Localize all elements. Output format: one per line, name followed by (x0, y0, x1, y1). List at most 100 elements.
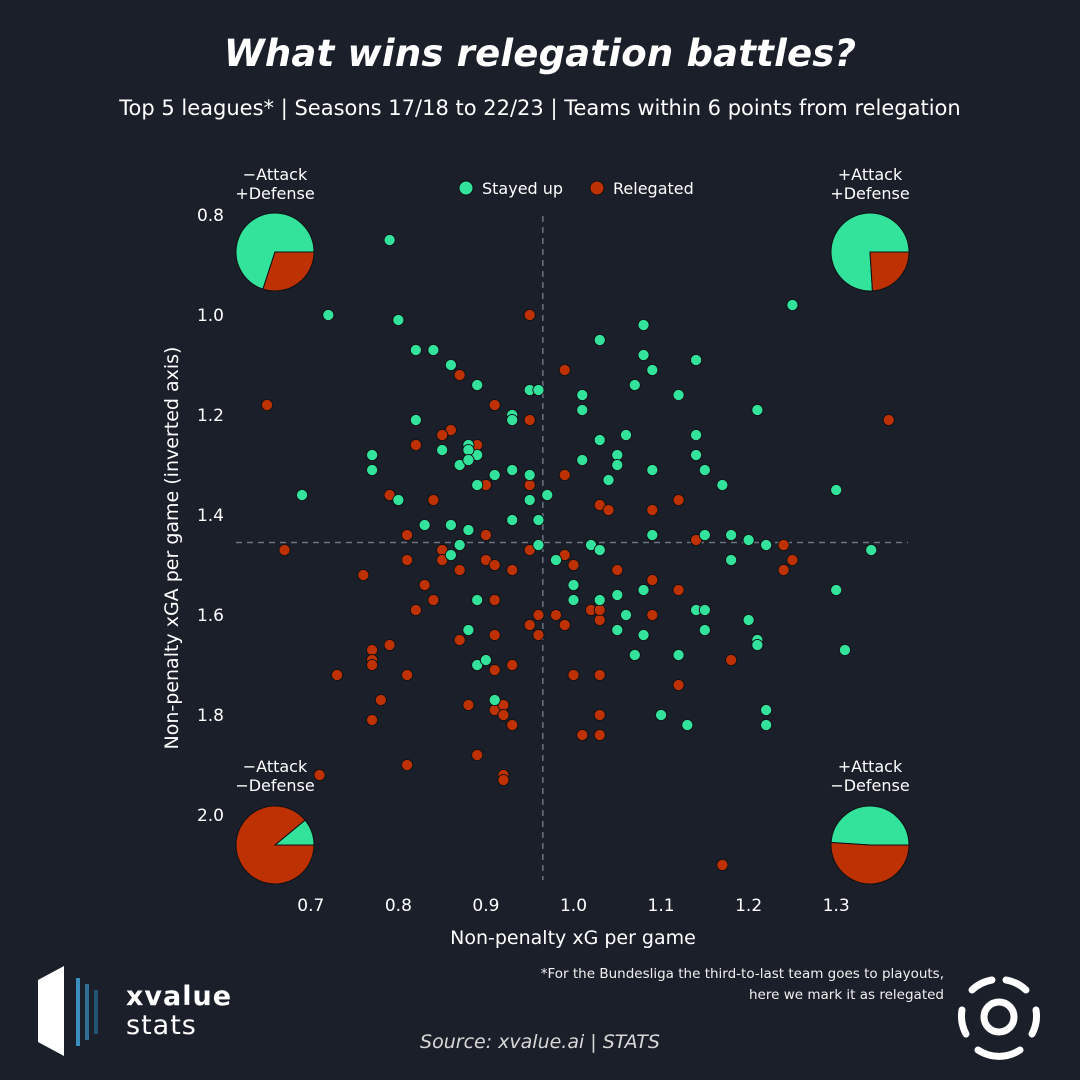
footnote-line-1: *For the Bundesliga the third-to-last te… (540, 966, 944, 982)
relegated-point (366, 658, 379, 672)
stayed-point (865, 543, 878, 557)
y-tick-label: 0.8 (197, 206, 224, 226)
stayed-point (436, 443, 449, 457)
stayed-point (619, 428, 633, 442)
stayed-point (383, 233, 396, 247)
relegated-point (646, 573, 659, 587)
relegated-point (401, 668, 414, 682)
stayed-point (593, 593, 606, 607)
relegated-point (532, 628, 545, 642)
quadrant-label-line-2: +Defense (235, 184, 314, 203)
stayed-point (646, 528, 659, 542)
pie-slice-stayed (830, 805, 910, 846)
stayed-point (611, 458, 624, 472)
stayed-point (760, 538, 773, 552)
x-tick-label: 1.0 (560, 896, 587, 916)
relegated-point (672, 583, 685, 597)
x-tick-label: 1.1 (648, 896, 675, 916)
stayed-point (506, 463, 519, 477)
stayed-point (462, 453, 475, 467)
relegated-point (523, 413, 536, 427)
relegated-point (409, 603, 422, 617)
relegated-point (716, 858, 729, 872)
footnote-line-2: here we mark it as relegated (749, 987, 944, 1003)
stayed-point (716, 478, 729, 492)
quadrant-label-line-2: +Defense (830, 184, 909, 203)
quadrant-label-line-1: −Attack (243, 757, 308, 776)
stayed-point (619, 608, 633, 622)
relegated-point (331, 668, 344, 682)
relegated-point (401, 758, 414, 772)
relegated-point (558, 363, 571, 377)
legend-stayed-marker (458, 180, 474, 196)
relegated-point (409, 438, 422, 452)
stayed-point (786, 298, 799, 312)
stayed-point (427, 343, 440, 357)
quadrant-label-line-1: +Attack (838, 165, 903, 184)
x-tick-label: 1.2 (735, 896, 762, 916)
relegated-point (646, 503, 659, 517)
relegated-point (593, 708, 606, 722)
stayed-point (742, 533, 755, 547)
stayed-point (672, 388, 685, 402)
stayed-point (637, 583, 650, 597)
relegated-point (366, 713, 379, 727)
stayed-point (462, 443, 475, 457)
stayed-point (541, 488, 554, 502)
stayed-point (366, 463, 379, 477)
relegated-point (427, 493, 440, 507)
y-axis-label: Non-penalty xGA per game (inverted axis) (161, 347, 183, 750)
quadrant-label-line-2: −Defense (830, 776, 909, 795)
relegated-point (366, 643, 379, 657)
stayed-point (611, 448, 624, 462)
stayed-point (655, 708, 668, 722)
stayed-point (576, 403, 589, 417)
y-tick-label: 1.0 (197, 306, 224, 326)
relegated-point (777, 538, 790, 552)
stayed-point (296, 488, 309, 502)
pie-slice-relegated (235, 805, 315, 885)
stayed-point (698, 623, 711, 637)
quadrant-label-line-1: −Attack (243, 165, 308, 184)
stayed-point (690, 428, 703, 442)
y-tick-label: 1.4 (197, 506, 224, 526)
relegated-point (401, 528, 414, 542)
relegated-point (488, 558, 501, 572)
stayed-point (628, 378, 641, 392)
x-axis-label: Non-penalty xG per game (450, 927, 696, 949)
relegated-point (593, 603, 606, 617)
relegated-point (471, 748, 484, 762)
pie-slice-stayed (235, 212, 315, 290)
stayed-point (506, 413, 519, 427)
relegated-point (593, 728, 606, 742)
stayed-point (392, 493, 405, 507)
relegated-point (567, 668, 580, 682)
relegated-point (725, 653, 738, 667)
chart-subtitle: Top 5 leagues* | Seasons 17/18 to 22/23 … (119, 96, 961, 120)
brand-line-2: stats (126, 1010, 197, 1041)
stayed-point (567, 593, 580, 607)
stayed-point (637, 348, 650, 362)
relegated-point (593, 668, 606, 682)
stayed-point (725, 528, 738, 542)
stayed-point (418, 518, 431, 532)
relegated-point (523, 478, 536, 492)
stayed-point (593, 543, 606, 557)
stayed-point (637, 318, 650, 332)
relegated-point (260, 398, 274, 412)
relegated-point (506, 563, 519, 577)
chart-title: What wins relegation battles? (223, 32, 857, 75)
stayed-point (453, 538, 466, 552)
stayed-point (576, 388, 589, 402)
stayed-point (479, 653, 492, 667)
stayed-point (506, 513, 519, 527)
source-note: Source: xvalue.ai | STATS (420, 1031, 660, 1053)
y-tick-label: 1.8 (197, 706, 224, 726)
relegated-point (313, 768, 326, 782)
relegated-point (602, 503, 615, 517)
stayed-point (760, 703, 773, 717)
stayed-point (392, 313, 405, 327)
footnote: *For the Bundesliga the third-to-last te… (424, 964, 944, 1006)
relegated-point (672, 493, 685, 507)
